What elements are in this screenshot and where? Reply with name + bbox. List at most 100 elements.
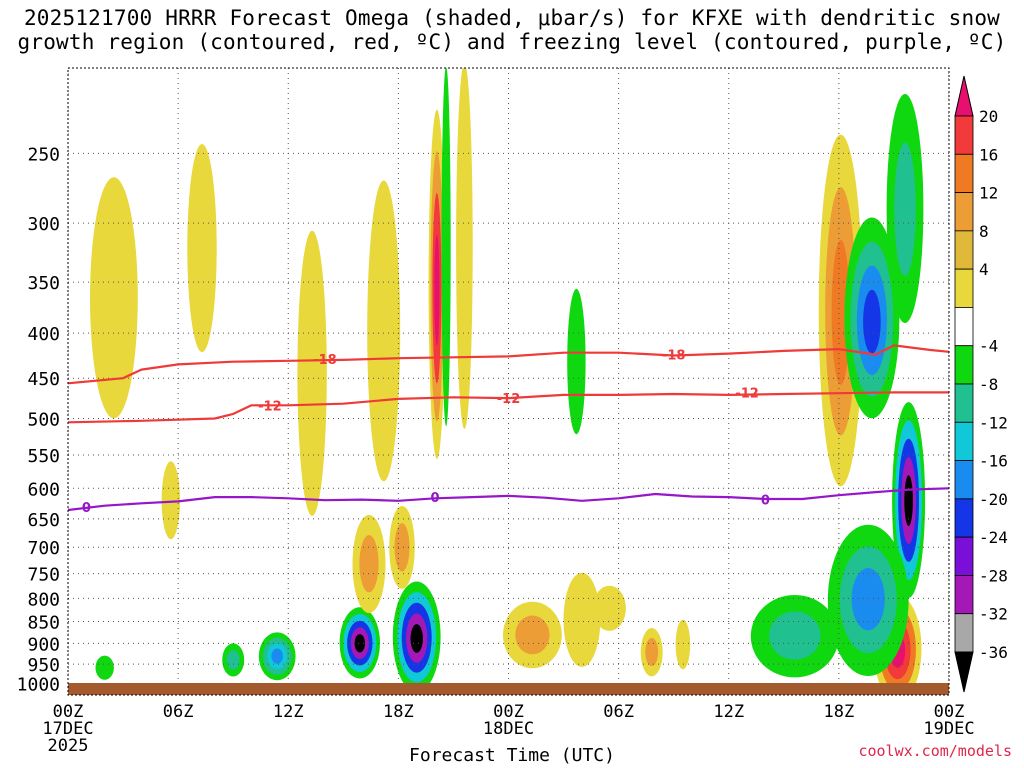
negative-upper-43z-level-3	[863, 289, 881, 354]
freezing-level-label-1: 0	[431, 491, 440, 506]
colorbar-label--12: -12	[979, 413, 1008, 432]
colorbar-label--28: -28	[979, 566, 1008, 585]
freezing-level-contour	[68, 487, 949, 512]
y-tick-500: 500	[27, 410, 60, 431]
dgz-minus12-label-0: -12	[258, 399, 282, 414]
chart-title-line-2: growth region (contoured, red, ºC) and f…	[17, 30, 1007, 54]
colorbar-bin-13	[954, 613, 974, 653]
colorbar-bin-5	[954, 307, 974, 347]
positive-low-28z-level-0	[563, 572, 601, 667]
y-tick-850: 850	[27, 613, 60, 634]
positive-mid-16z-level-1	[359, 535, 379, 593]
credit-link[interactable]: coolwx.com/models	[858, 742, 1012, 760]
colorbar-bin-0	[954, 115, 974, 155]
y-tick-900: 900	[27, 634, 60, 655]
y-tick-300: 300	[27, 214, 60, 235]
positive-low-32z-level-1	[645, 637, 659, 667]
y-tick-950: 950	[27, 655, 60, 676]
colorbar-bin-7	[954, 383, 974, 423]
y-tick-550: 550	[27, 446, 60, 467]
colorbar-bin-2	[954, 192, 974, 232]
colorbar-bin-4	[954, 268, 974, 308]
colorbar-label-12: 12	[979, 184, 998, 203]
colorbar-label-16: 16	[979, 145, 998, 164]
plot-frame	[67, 67, 950, 696]
positive-band-21z-level-0	[456, 68, 473, 429]
ascent-core-20z-upper-level-3	[434, 234, 440, 346]
colorbar-label--36: -36	[979, 643, 1008, 662]
dgz-minus18-label-0: -18	[313, 353, 337, 368]
colorbar-label-8: 8	[979, 222, 989, 241]
positive-mid-34z-level-0	[675, 619, 691, 670]
colorbar-label--8: -8	[979, 375, 998, 394]
dgz-minus12-label-1: -12	[497, 392, 521, 407]
descent-core-46z-level-4	[904, 475, 913, 526]
positive-mid-6z-level-0	[161, 461, 180, 540]
x-tick-0-line-0: 00Z	[53, 702, 84, 722]
positive-band-7z-level-0	[187, 144, 217, 353]
negative-low-9z-level-1	[226, 650, 240, 670]
x-tick-24-line-1: 18DEC	[483, 719, 534, 739]
x-tick-18-line-0: 18Z	[383, 702, 414, 722]
negative-top-45z-level-1	[894, 142, 916, 276]
positive-mid-30z-level-0	[592, 585, 626, 631]
colorbar-bin-9	[954, 460, 974, 500]
y-tick-650: 650	[27, 510, 60, 531]
x-tick-48-line-0: 00Z	[934, 702, 965, 722]
x-tick-6-line-0: 06Z	[163, 702, 194, 722]
positive-band-2z-level-0	[90, 177, 138, 419]
chart-title-line-1: 2025121700 HRRR Forecast Omega (shaded, …	[23, 6, 1001, 30]
negative-low-39z-level-1	[769, 611, 821, 660]
colorbar: 20 16 12 8 4 -4 -8 -12 -16 -20 -24 -28 -32 -36	[954, 75, 1008, 693]
colorbar-bin-6	[954, 345, 974, 385]
ascent-core-16z-low-level-4	[354, 634, 365, 653]
ground-surface	[68, 683, 949, 695]
dgz-minus18-contour	[68, 344, 949, 385]
chart-title: 2025121700 HRRR Forecast Omega (shaded, …	[0, 6, 1024, 54]
positive-low-25z-level-1	[515, 615, 550, 655]
x-tick-24-line-0: 00Z	[493, 702, 524, 722]
y-tick-700: 700	[27, 538, 60, 559]
y-tick-1000: 1000	[17, 675, 60, 696]
y-tick-250: 250	[27, 144, 60, 165]
colorbar-label--16: -16	[979, 452, 1008, 471]
colorbar-top-arrow	[954, 75, 974, 117]
colorbar-label-4: 4	[979, 260, 989, 279]
colorbar-bin-1	[954, 153, 974, 193]
positive-mid-18z-level-1	[394, 523, 410, 572]
colorbar-bin-3	[954, 230, 974, 270]
x-tick-30-line-0: 06Z	[603, 702, 634, 722]
freezing-level-label-2: 0	[761, 494, 770, 509]
negative-low-3z-level-0	[95, 655, 114, 680]
y-axis: 2503003504004505005506006507007508008509…	[17, 144, 60, 695]
omega-shading	[90, 68, 926, 695]
grid-lines	[68, 68, 949, 695]
colorbar-label-20: 20	[979, 107, 998, 126]
green-streak-20z-level-0	[441, 68, 451, 427]
y-tick-350: 350	[27, 273, 60, 294]
x-tick-12-line-0: 12Z	[273, 702, 304, 722]
x-tick-36-line-0: 12Z	[713, 702, 744, 722]
x-tick-0-line-2: 2025	[48, 736, 89, 756]
x-tick-0-line-1: 17DEC	[42, 719, 93, 739]
colorbar-label--20: -20	[979, 490, 1008, 509]
colorbar-bin-12	[954, 575, 974, 615]
y-tick-600: 600	[27, 479, 60, 500]
colorbar-bin-11	[954, 536, 974, 576]
positive-band-17z-level-0	[367, 180, 401, 482]
contour-lines: -18 -18 -12 -12 -12 0 0 0	[68, 344, 949, 516]
y-tick-800: 800	[27, 589, 60, 610]
colorbar-bottom-arrow	[954, 651, 974, 693]
dgz-minus12-contour	[68, 391, 949, 424]
x-tick-48-line-1: 19DEC	[923, 719, 974, 739]
colorbar-label--32: -32	[979, 605, 1008, 624]
x-axis-label: Forecast Time (UTC)	[409, 745, 615, 766]
freezing-level-label-0: 0	[82, 501, 91, 516]
negative-low-43z-level-2	[851, 568, 885, 631]
negative-mid-28z-level-0	[567, 288, 586, 435]
y-tick-750: 750	[27, 565, 60, 586]
positive-band-13z-level-0	[297, 230, 327, 516]
colorbar-bin-10	[954, 498, 974, 538]
